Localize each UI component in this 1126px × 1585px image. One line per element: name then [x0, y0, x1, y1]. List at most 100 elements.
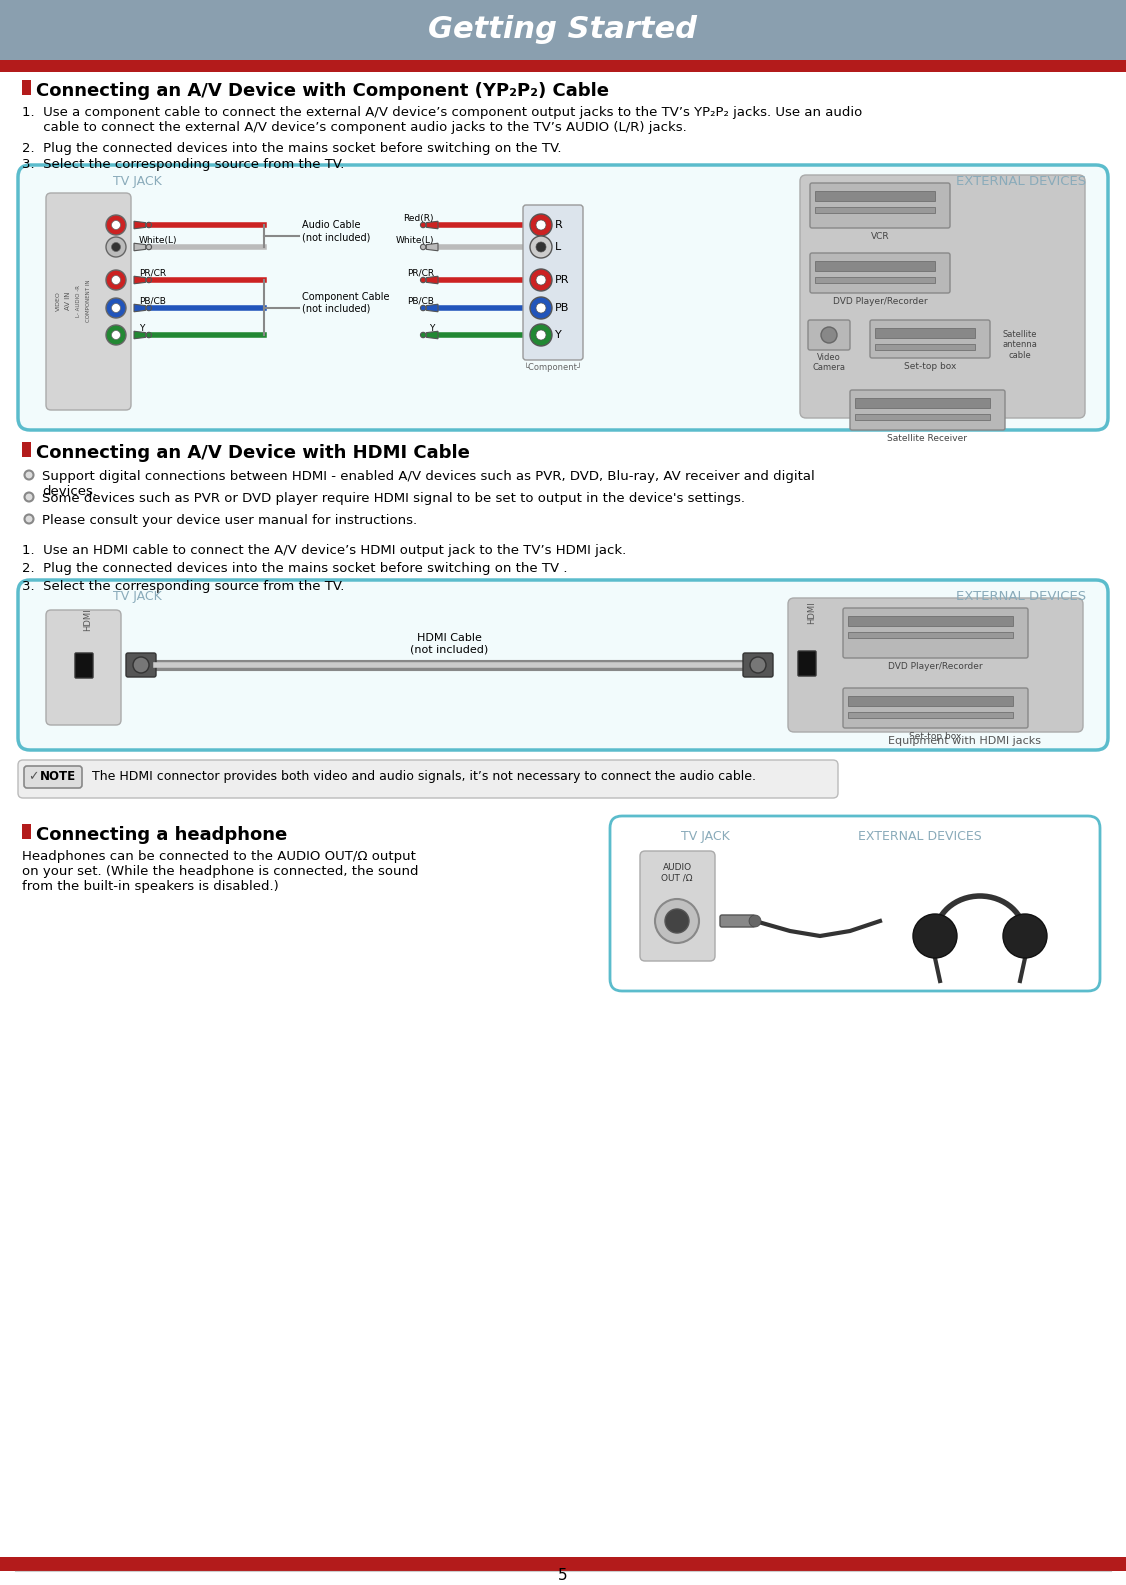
Text: ✓: ✓	[28, 770, 38, 783]
Text: Some devices such as PVR or DVD player require HDMI signal to be set to output i: Some devices such as PVR or DVD player r…	[42, 491, 745, 506]
Polygon shape	[134, 304, 145, 312]
Polygon shape	[427, 276, 438, 284]
Text: 3.  Select the corresponding source from the TV.: 3. Select the corresponding source from …	[23, 580, 345, 593]
Circle shape	[146, 333, 152, 338]
Text: Y: Y	[555, 330, 562, 341]
Text: Connecting an A/V Device with HDMI Cable: Connecting an A/V Device with HDMI Cable	[36, 444, 470, 461]
FancyBboxPatch shape	[18, 165, 1108, 430]
Text: TV JACK: TV JACK	[113, 174, 162, 189]
Circle shape	[530, 236, 552, 258]
Text: EXTERNAL DEVICES: EXTERNAL DEVICES	[858, 831, 982, 843]
Text: Video
Camera: Video Camera	[813, 353, 846, 372]
Text: Red(R): Red(R)	[403, 214, 434, 223]
Polygon shape	[427, 304, 438, 312]
Circle shape	[821, 327, 837, 342]
FancyBboxPatch shape	[720, 915, 756, 927]
Text: L: L	[555, 243, 561, 252]
Circle shape	[913, 915, 957, 957]
Circle shape	[1003, 915, 1047, 957]
Text: 1.  Use an HDMI cable to connect the A/V device’s HDMI output jack to the TV’s H: 1. Use an HDMI cable to connect the A/V …	[23, 544, 626, 556]
Bar	[23, 824, 32, 838]
Circle shape	[536, 220, 546, 230]
FancyBboxPatch shape	[850, 390, 1006, 430]
Circle shape	[106, 298, 126, 319]
FancyBboxPatch shape	[798, 651, 816, 675]
Circle shape	[665, 910, 689, 934]
Text: White(L): White(L)	[138, 236, 178, 246]
Bar	[815, 277, 935, 284]
Circle shape	[536, 330, 546, 341]
Text: COMPONENT IN: COMPONENT IN	[86, 279, 90, 322]
Circle shape	[536, 276, 546, 285]
Circle shape	[106, 216, 126, 235]
Polygon shape	[427, 331, 438, 339]
FancyBboxPatch shape	[18, 580, 1108, 750]
FancyBboxPatch shape	[640, 851, 715, 961]
Bar	[848, 617, 1013, 626]
Polygon shape	[427, 243, 438, 250]
Text: Satellite Receiver: Satellite Receiver	[887, 434, 967, 442]
Polygon shape	[134, 276, 145, 284]
Text: L- AUDIO -R: L- AUDIO -R	[75, 285, 80, 317]
Circle shape	[420, 222, 426, 228]
FancyBboxPatch shape	[126, 653, 157, 677]
Text: TV JACK: TV JACK	[680, 831, 730, 843]
Circle shape	[25, 515, 34, 523]
Text: Connecting a headphone: Connecting a headphone	[36, 826, 287, 843]
Text: DVD Player/Recorder: DVD Player/Recorder	[887, 663, 982, 670]
Text: Component Cable: Component Cable	[302, 292, 390, 301]
Circle shape	[530, 214, 552, 236]
Circle shape	[750, 658, 766, 674]
FancyBboxPatch shape	[788, 598, 1083, 732]
Text: HDMI: HDMI	[807, 602, 816, 624]
Circle shape	[530, 296, 552, 319]
Circle shape	[111, 220, 120, 230]
Text: Satellite
antenna
cable: Satellite antenna cable	[1002, 330, 1037, 360]
Bar	[848, 632, 1013, 639]
Text: Getting Started: Getting Started	[429, 16, 697, 44]
Circle shape	[111, 331, 120, 339]
Text: AV IN: AV IN	[65, 292, 71, 311]
FancyBboxPatch shape	[799, 174, 1085, 418]
Circle shape	[655, 899, 699, 943]
Text: DVD Player/Recorder: DVD Player/Recorder	[833, 296, 928, 306]
Text: PR/CR: PR/CR	[138, 269, 167, 277]
FancyBboxPatch shape	[24, 766, 82, 788]
Bar	[815, 192, 935, 201]
Text: Y: Y	[138, 323, 144, 333]
Text: HDMI: HDMI	[83, 609, 92, 631]
Text: Headphones can be connected to the AUDIO OUT/Ω output
on your set. (While the he: Headphones can be connected to the AUDIO…	[23, 850, 419, 892]
Circle shape	[530, 323, 552, 346]
Text: 3.  Select the corresponding source from the TV.: 3. Select the corresponding source from …	[23, 158, 345, 171]
FancyBboxPatch shape	[18, 759, 838, 797]
Text: 5: 5	[558, 1568, 568, 1582]
Text: Please consult your device user manual for instructions.: Please consult your device user manual f…	[42, 514, 417, 526]
Circle shape	[106, 238, 126, 257]
Bar	[0, 60, 1126, 71]
FancyBboxPatch shape	[46, 193, 131, 411]
Circle shape	[146, 306, 152, 311]
FancyBboxPatch shape	[870, 320, 990, 358]
FancyBboxPatch shape	[46, 610, 120, 724]
Circle shape	[111, 276, 120, 284]
Text: AUDIO
OUT /Ω: AUDIO OUT /Ω	[661, 862, 692, 883]
FancyBboxPatch shape	[808, 320, 850, 350]
Text: HDMI Cable: HDMI Cable	[417, 632, 482, 644]
Circle shape	[749, 915, 761, 927]
Text: VCR: VCR	[870, 231, 890, 241]
Bar	[875, 344, 975, 350]
Bar	[23, 442, 32, 456]
Text: Support digital connections between HDMI - enabled A/V devices such as PVR, DVD,: Support digital connections between HDMI…	[42, 471, 815, 498]
Circle shape	[133, 658, 149, 674]
Text: PR: PR	[555, 276, 570, 285]
Bar	[855, 398, 990, 407]
Circle shape	[420, 244, 426, 250]
Text: PB/CB: PB/CB	[138, 296, 166, 306]
Text: (not included): (not included)	[302, 303, 370, 314]
Bar	[848, 696, 1013, 705]
Circle shape	[420, 306, 426, 311]
Text: Y: Y	[429, 323, 434, 333]
Polygon shape	[134, 222, 145, 228]
Text: 1.  Use a component cable to connect the external A/V device’s component output : 1. Use a component cable to connect the …	[23, 106, 863, 135]
Bar	[815, 208, 935, 212]
